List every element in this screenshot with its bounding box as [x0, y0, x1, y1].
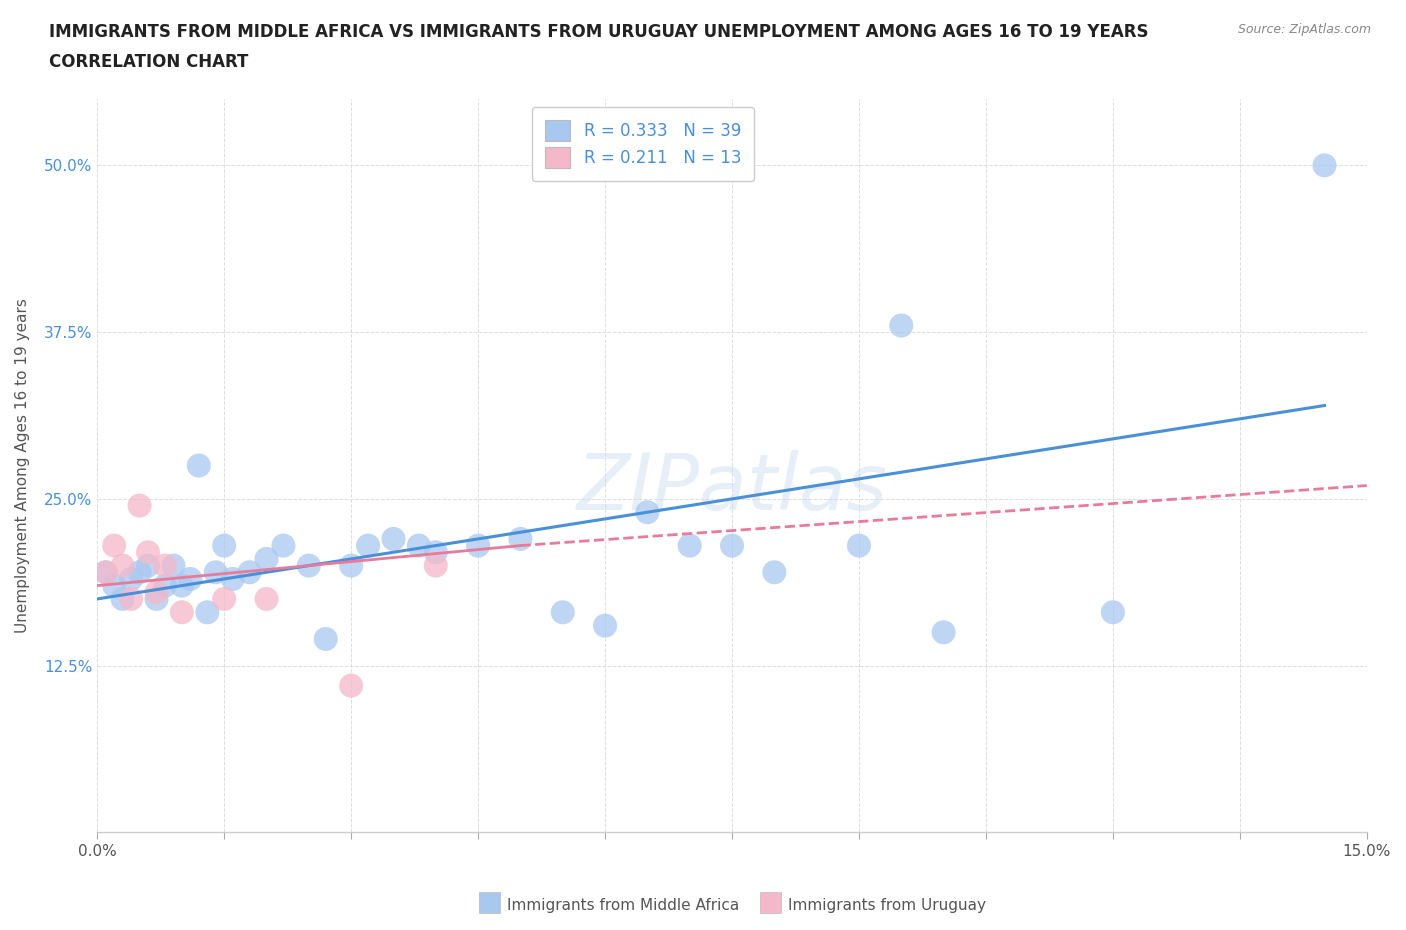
- Point: [120, 591, 142, 606]
- Point: [763, 565, 786, 579]
- Point: [128, 565, 150, 579]
- Point: [636, 505, 658, 520]
- Text: CORRELATION CHART: CORRELATION CHART: [49, 53, 249, 71]
- Point: [1313, 158, 1336, 173]
- Point: [509, 531, 531, 546]
- Point: [256, 551, 278, 566]
- Point: [357, 538, 380, 553]
- Point: [315, 631, 337, 646]
- Point: [848, 538, 870, 553]
- Point: [153, 578, 176, 593]
- Point: [256, 591, 278, 606]
- Point: [195, 604, 218, 619]
- Point: [145, 585, 167, 600]
- Point: [721, 538, 744, 553]
- Point: [212, 538, 235, 553]
- Point: [467, 538, 489, 553]
- Point: [408, 538, 430, 553]
- Point: [890, 318, 912, 333]
- Point: [212, 591, 235, 606]
- Point: [340, 678, 363, 693]
- Y-axis label: Unemployment Among Ages 16 to 19 years: Unemployment Among Ages 16 to 19 years: [15, 299, 30, 633]
- Point: [136, 558, 159, 573]
- Point: [679, 538, 702, 553]
- Point: [162, 558, 184, 573]
- Point: [170, 578, 193, 593]
- Point: [103, 578, 125, 593]
- Point: [298, 558, 321, 573]
- Point: [551, 604, 574, 619]
- Point: [103, 538, 125, 553]
- Point: [239, 565, 262, 579]
- Text: IMMIGRANTS FROM MIDDLE AFRICA VS IMMIGRANTS FROM URUGUAY UNEMPLOYMENT AMONG AGES: IMMIGRANTS FROM MIDDLE AFRICA VS IMMIGRA…: [49, 23, 1149, 41]
- Text: Immigrants from Uruguay: Immigrants from Uruguay: [789, 898, 986, 913]
- Text: Source: ZipAtlas.com: Source: ZipAtlas.com: [1237, 23, 1371, 36]
- Point: [179, 572, 201, 587]
- Point: [153, 558, 176, 573]
- Text: ZIPatlas: ZIPatlas: [576, 449, 887, 525]
- Point: [382, 531, 405, 546]
- Point: [204, 565, 226, 579]
- Point: [120, 572, 142, 587]
- Point: [94, 565, 117, 579]
- Point: [187, 458, 209, 473]
- Point: [136, 545, 159, 560]
- Point: [221, 572, 243, 587]
- Point: [593, 618, 616, 633]
- Point: [340, 558, 363, 573]
- Text: Immigrants from Middle Africa: Immigrants from Middle Africa: [508, 898, 740, 913]
- Point: [145, 591, 167, 606]
- Point: [94, 565, 117, 579]
- Point: [128, 498, 150, 513]
- Point: [425, 545, 447, 560]
- Point: [273, 538, 295, 553]
- Point: [1102, 604, 1125, 619]
- Point: [425, 558, 447, 573]
- Point: [932, 625, 955, 640]
- Point: [111, 591, 134, 606]
- Legend: R = 0.333   N = 39, R = 0.211   N = 13: R = 0.333 N = 39, R = 0.211 N = 13: [531, 107, 755, 181]
- Point: [111, 558, 134, 573]
- Point: [170, 604, 193, 619]
